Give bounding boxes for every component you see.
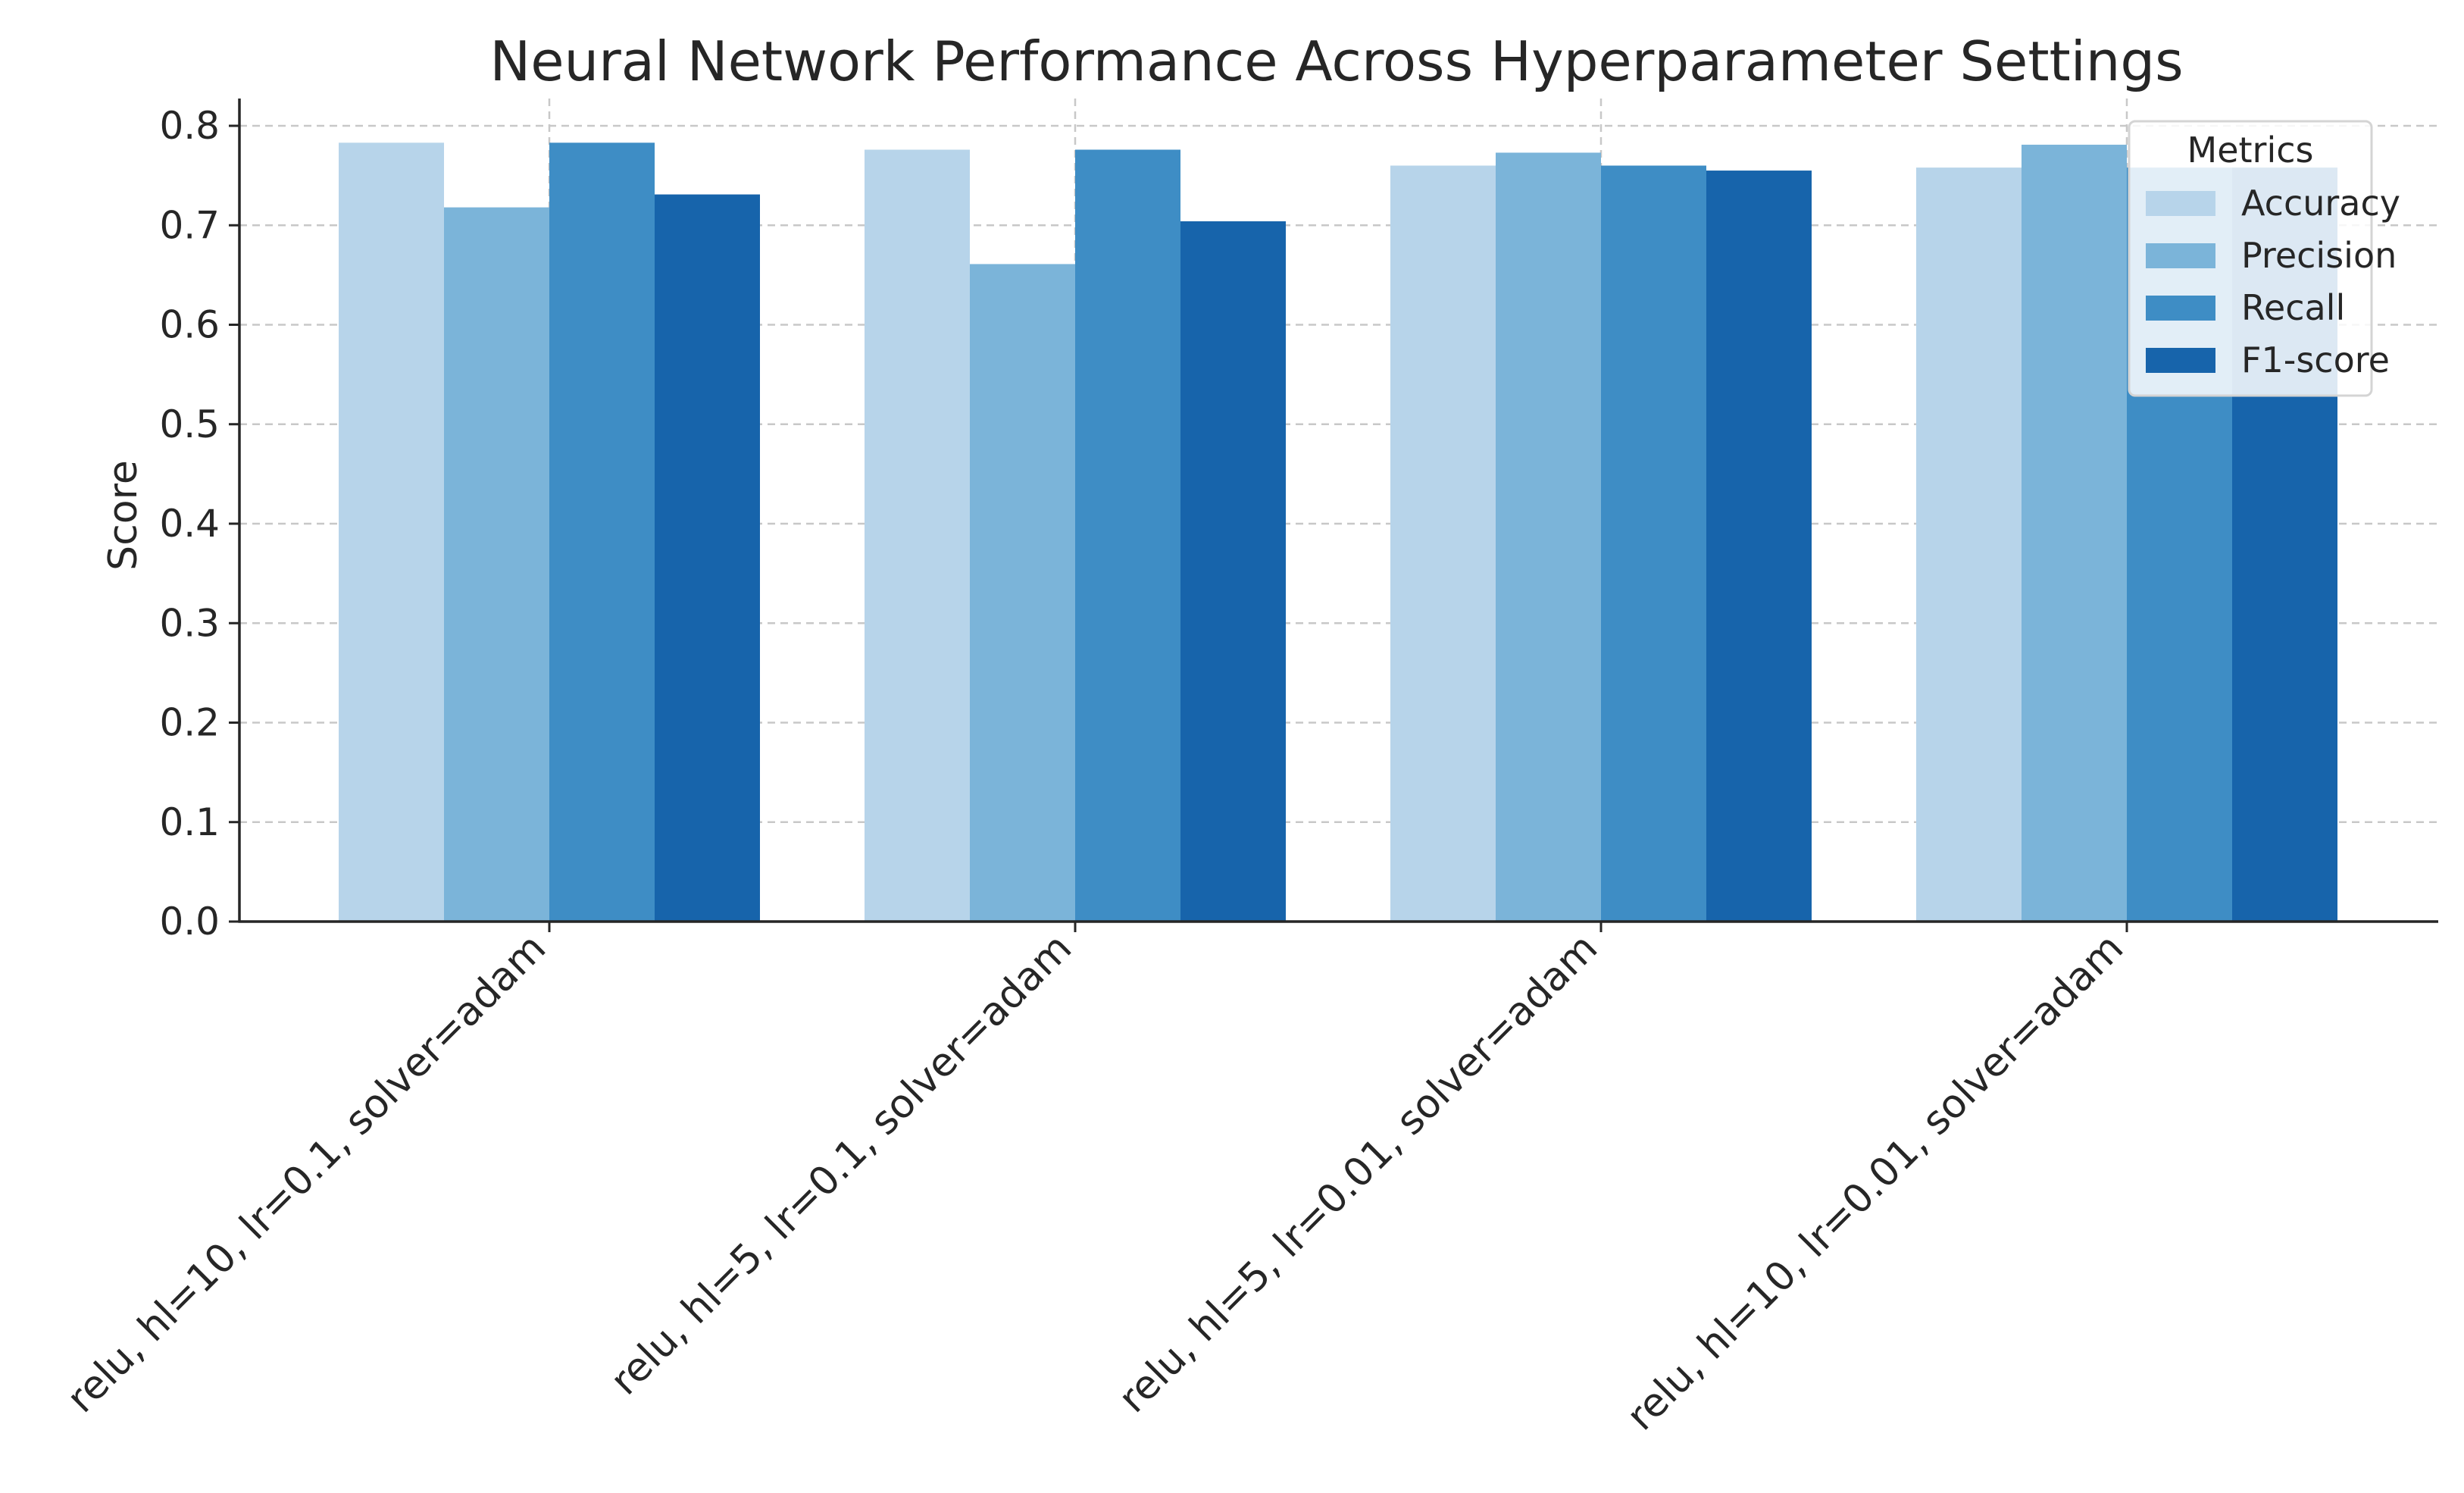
bar-recall [549, 142, 655, 922]
legend-box [2128, 120, 2373, 397]
y-tick-label: 0.8 [159, 104, 220, 148]
bar-precision [444, 207, 549, 922]
bar-accuracy [865, 149, 970, 922]
y-axis-ticks: 0.0 0.1 0.2 0.3 0.4 0.5 0.6 0.7 0.8 [159, 104, 239, 944]
bars [339, 142, 2337, 922]
y-axis-label: Score [101, 460, 146, 571]
axes [238, 99, 2438, 923]
legend: Metrics Accuracy Precision Recall F1-score [2128, 120, 2400, 397]
bar-f1-score [655, 194, 760, 922]
bar-precision [2022, 144, 2127, 922]
bar-accuracy [339, 142, 444, 922]
bar-group [339, 142, 760, 922]
bar-f1-score [1706, 171, 1812, 922]
bar-recall [1075, 149, 1180, 922]
y-tick-label: 0.4 [159, 502, 220, 546]
y-tick-label: 0.5 [159, 402, 220, 446]
y-tick-label: 0.3 [159, 601, 220, 645]
y-tick-label: 0.7 [159, 203, 220, 247]
y-tick-label: 0.2 [159, 701, 220, 745]
x-category-label: relu, hl=10, lr=0.01, solver=adam [1618, 925, 2133, 1440]
legend-label: Recall [2241, 287, 2345, 328]
y-tick-label: 0.6 [159, 303, 220, 347]
legend-swatch [2146, 191, 2215, 216]
legend-swatch [2146, 348, 2215, 373]
x-axis-ticks: relu, hl=10, lr=0.1, solver=adam relu, hl… [58, 922, 2132, 1439]
bar-group [865, 149, 1286, 922]
legend-label: F1-score [2241, 340, 2390, 380]
x-category-label: relu, hl=5, lr=0.1, solver=adam [602, 925, 1080, 1404]
x-category-label: relu, hl=5, lr=0.01, solver=adam [1110, 925, 1606, 1422]
legend-swatch [2146, 296, 2215, 321]
legend-swatch [2146, 243, 2215, 268]
legend-items: Accuracy Precision Recall F1-score [2146, 183, 2400, 380]
x-category-label: relu, hl=10, lr=0.1, solver=adam [58, 925, 555, 1422]
bar-recall [1601, 165, 1706, 922]
legend-label: Accuracy [2241, 183, 2400, 224]
chart-title: Neural Network Performance Across Hyperp… [489, 30, 2183, 93]
bar-accuracy [1390, 165, 1496, 922]
bar-group [1390, 152, 1812, 922]
bar-precision [970, 264, 1075, 922]
bar-f1-score [1180, 221, 1286, 922]
y-tick-label: 0.1 [159, 800, 220, 844]
bar-accuracy [1916, 167, 2022, 922]
bar-precision [1496, 152, 1601, 922]
legend-title: Metrics [2187, 130, 2314, 171]
legend-label: Precision [2241, 235, 2397, 276]
y-tick-label: 0.0 [159, 900, 220, 944]
